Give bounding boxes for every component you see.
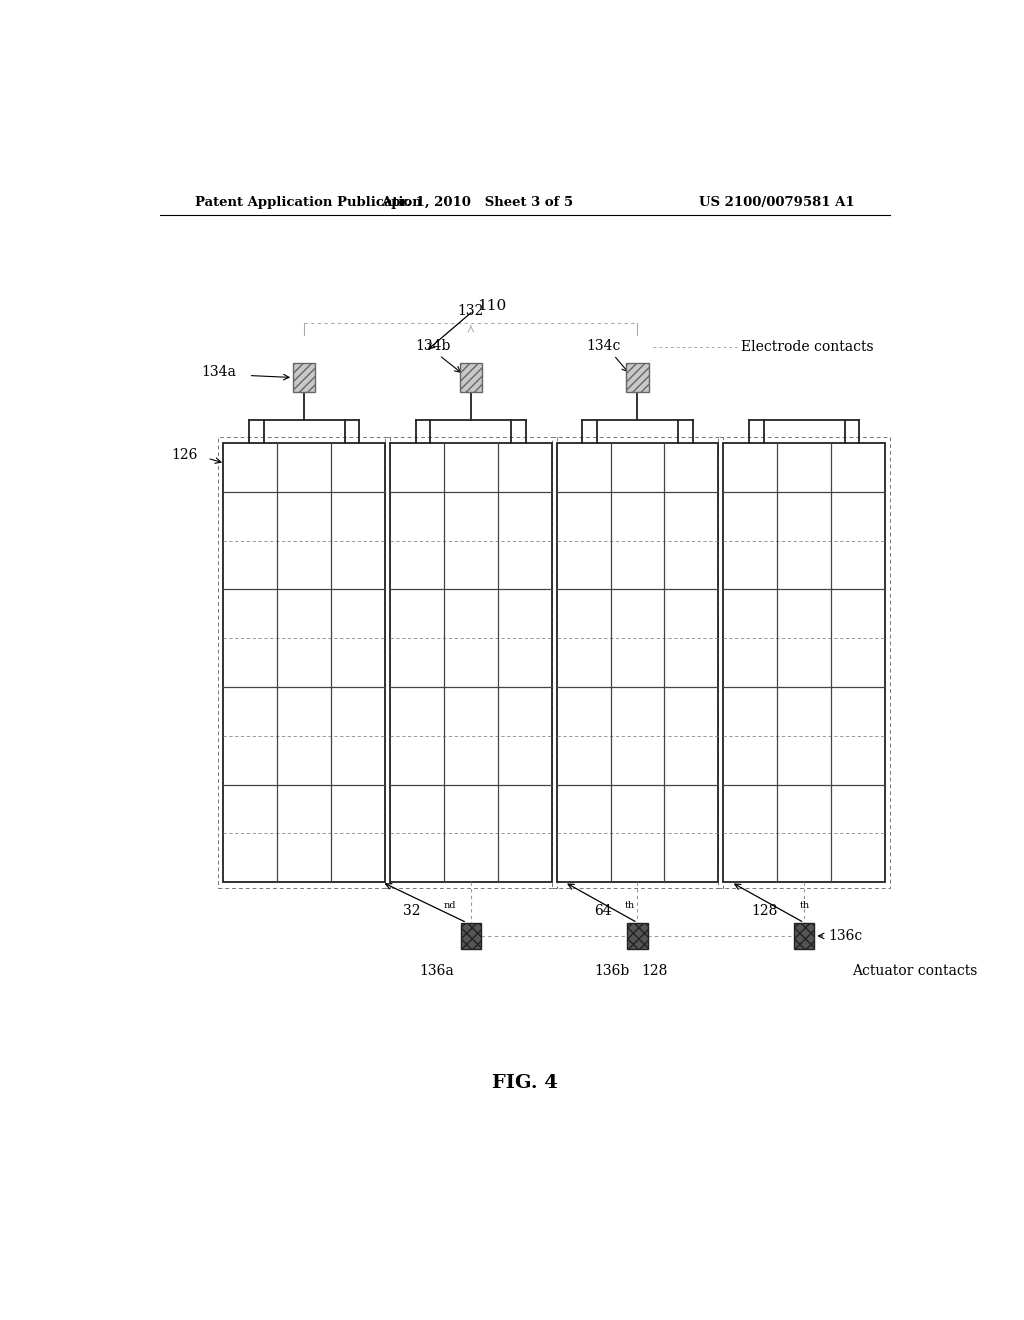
Text: th: th	[625, 900, 635, 909]
Bar	[557, 444, 719, 882]
Text: 64: 64	[594, 904, 611, 917]
Text: 136b: 136b	[594, 965, 629, 978]
Bar	[627, 363, 648, 392]
Bar	[223, 444, 385, 882]
Text: Electrode contacts: Electrode contacts	[740, 341, 873, 354]
Text: 136c: 136c	[828, 929, 862, 942]
Text: US 2100/0079581 A1: US 2100/0079581 A1	[698, 195, 854, 209]
Bar	[723, 444, 885, 882]
Text: 110: 110	[477, 298, 507, 313]
Bar	[627, 923, 648, 949]
Text: 136a: 136a	[419, 965, 454, 978]
Text: 132: 132	[458, 304, 484, 318]
Text: Patent Application Publication: Patent Application Publication	[196, 195, 422, 209]
Text: nd: nd	[444, 900, 457, 909]
Bar	[218, 437, 390, 888]
Text: 134b: 134b	[416, 339, 451, 354]
Text: FIG. 4: FIG. 4	[492, 1074, 558, 1093]
Text: 32: 32	[403, 904, 421, 917]
Bar	[385, 437, 557, 888]
Bar	[460, 363, 482, 392]
Bar	[390, 444, 552, 882]
Text: Apr. 1, 2010   Sheet 3 of 5: Apr. 1, 2010 Sheet 3 of 5	[381, 195, 573, 209]
Text: 126: 126	[172, 447, 198, 462]
Text: 134c: 134c	[586, 339, 621, 354]
Bar	[461, 923, 481, 949]
Text: 134a: 134a	[201, 366, 236, 379]
Text: 128: 128	[752, 904, 778, 917]
Text: Actuator contacts: Actuator contacts	[852, 965, 977, 978]
Bar	[293, 363, 315, 392]
Bar	[794, 923, 814, 949]
Bar	[552, 437, 723, 888]
Bar	[719, 437, 890, 888]
Text: 128: 128	[641, 965, 668, 978]
Text: th: th	[800, 900, 810, 909]
